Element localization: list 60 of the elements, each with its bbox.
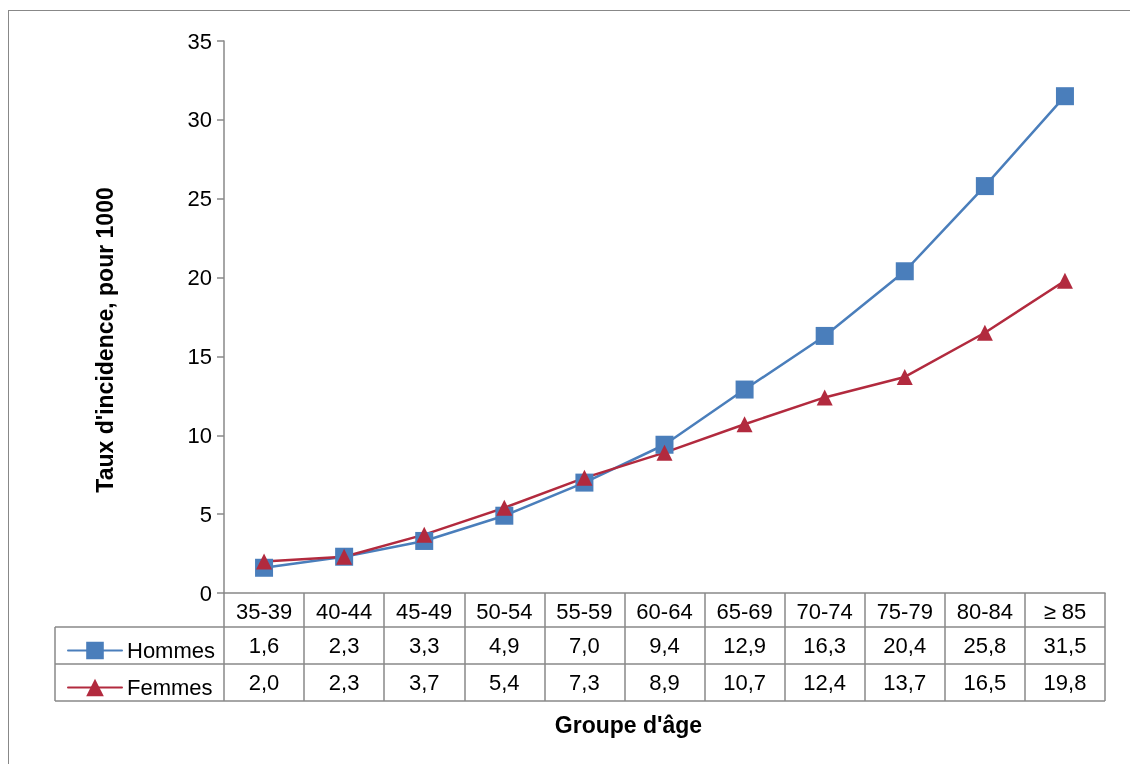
data-label: 9,4 — [649, 633, 680, 658]
y-tick-label: 0 — [199, 580, 212, 606]
data-label: 2,0 — [248, 670, 280, 695]
x-tick-label: 70-74 — [796, 598, 853, 624]
y-tick-label: 15 — [187, 343, 212, 369]
x-tick-label: 65-69 — [716, 598, 773, 624]
y-tick-label: 25 — [187, 186, 212, 212]
point — [815, 326, 834, 345]
x-tick-label: 55-59 — [556, 598, 613, 624]
data-label: 2,3 — [328, 633, 360, 658]
y-tick-label: 35 — [187, 28, 212, 54]
point — [896, 368, 913, 385]
y-tick-label: 10 — [187, 422, 212, 448]
point — [735, 380, 754, 399]
data-label: 8,9 — [649, 670, 680, 695]
y-tick-label: 20 — [187, 265, 212, 291]
point — [975, 177, 994, 196]
data-label: 3,7 — [408, 670, 440, 695]
data-label: 19,8 — [1043, 670, 1087, 695]
point — [1056, 272, 1073, 289]
legend-label: Hommes — [127, 638, 216, 663]
legend-label: Femmes — [127, 675, 213, 700]
data-label: 10,7 — [723, 670, 766, 695]
point — [576, 469, 593, 486]
x-tick-label: 60-64 — [636, 598, 693, 624]
data-label: 20,4 — [883, 633, 927, 658]
data-label: 31,5 — [1043, 633, 1087, 658]
point — [496, 499, 513, 516]
x-tick-label: 75-79 — [876, 598, 933, 624]
y-axis-title: Taux d'incidence, pour 1000 — [91, 187, 118, 493]
point — [736, 416, 753, 433]
point — [1055, 87, 1074, 106]
data-label: 7,3 — [569, 670, 600, 695]
point — [256, 553, 273, 570]
x-tick-label: 50-54 — [476, 598, 533, 624]
data-label: 7,0 — [569, 633, 600, 658]
data-label: 25,8 — [963, 633, 1007, 658]
data-label: 16,5 — [963, 670, 1007, 695]
data-label: 12,9 — [723, 633, 766, 658]
data-label: 1,6 — [248, 633, 280, 658]
x-tick-label: 35-39 — [235, 598, 293, 624]
x-tick-label: 45-49 — [396, 598, 453, 624]
x-axis-title: Groupe d'âge — [554, 711, 703, 738]
x-tick-label: ≥ 85 — [1043, 598, 1087, 624]
point — [656, 444, 673, 461]
x-tick-label: 80-84 — [956, 598, 1013, 624]
point — [416, 526, 433, 543]
y-tick-label: 5 — [199, 501, 212, 527]
y-tick-label: 30 — [187, 107, 212, 133]
point — [976, 324, 993, 341]
data-label: 5,4 — [489, 670, 520, 695]
data-label: 13,7 — [883, 670, 927, 695]
data-label: 4,9 — [489, 633, 520, 658]
data-label: 3,3 — [408, 633, 440, 658]
data-label: 16,3 — [803, 633, 847, 658]
data-label: 2,3 — [328, 670, 360, 695]
data-label: 12,4 — [803, 670, 847, 695]
point — [895, 262, 914, 281]
x-tick-label: 40-44 — [316, 598, 373, 624]
point — [816, 389, 833, 406]
